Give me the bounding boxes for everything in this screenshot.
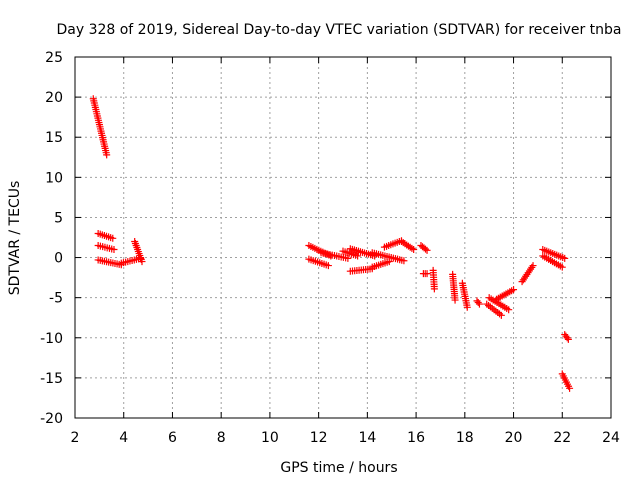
x-tick-label: 16 [407, 430, 425, 446]
y-tick-label: -20 [40, 411, 63, 427]
data-point [463, 303, 471, 311]
data-point [497, 311, 505, 319]
y-tick-label: -15 [40, 371, 63, 387]
x-tick-label: 8 [217, 430, 226, 446]
data-point [324, 262, 332, 270]
data-point [451, 296, 459, 304]
data-point [510, 286, 518, 294]
x-tick-label: 2 [71, 430, 80, 446]
x-tick-label: 10 [261, 430, 279, 446]
data-point [563, 334, 571, 342]
y-tick-label: -10 [40, 331, 63, 347]
x-tick-label: 4 [119, 430, 128, 446]
y-tick-label: 20 [45, 90, 63, 106]
data-point [110, 246, 118, 254]
x-tick-label: 12 [310, 430, 328, 446]
data-point [138, 258, 146, 266]
data-point [474, 298, 482, 306]
data-point [561, 254, 569, 262]
y-tick-label: 25 [45, 50, 63, 66]
data-point [422, 245, 430, 253]
x-tick-label: 14 [358, 430, 376, 446]
data-point [109, 234, 117, 242]
data-point [558, 263, 566, 271]
data-point [505, 306, 513, 314]
chart-title: Day 328 of 2019, Sidereal Day-to-day VTE… [56, 22, 621, 38]
data-point [103, 151, 111, 159]
x-tick-label: 18 [456, 430, 474, 446]
y-tick-label: -5 [49, 291, 63, 307]
data-point [566, 384, 574, 392]
x-axis-label: GPS time / hours [280, 460, 397, 476]
x-tick-label: 6 [168, 430, 177, 446]
ticks: 2 4 6 8 10 12 14 16 18 20 22 24-20-15-10-5051015202… [40, 50, 620, 446]
x-tick-label: 24 [602, 430, 620, 446]
data-point [423, 270, 431, 278]
x-tick-label: 20 [505, 430, 523, 446]
data-point [410, 246, 418, 254]
y-tick-label: 5 [54, 210, 63, 226]
y-tick-label: 15 [45, 130, 63, 146]
y-axis-label: SDTVAR / TECUs [7, 181, 23, 296]
data-point [564, 335, 572, 343]
grid [75, 57, 611, 418]
data-points [89, 95, 574, 392]
data-point [423, 246, 431, 254]
plot-frame [74, 56, 612, 419]
data-point [430, 285, 438, 293]
data-point [475, 300, 483, 308]
y-tick-label: 10 [45, 170, 63, 186]
data-point [400, 257, 408, 265]
data-point [529, 262, 537, 270]
data-point [344, 254, 352, 262]
y-tick-label: 0 [54, 251, 63, 267]
x-tick-label: 22 [553, 430, 571, 446]
data-point [354, 252, 362, 260]
